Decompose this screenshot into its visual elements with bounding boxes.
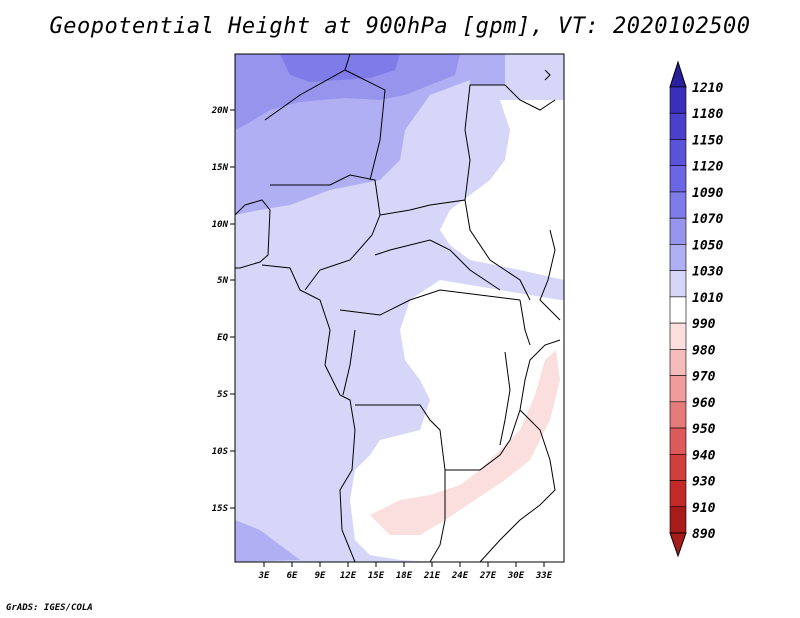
colorbar-box (669, 139, 687, 167)
lat-label: 10N (212, 220, 229, 230)
lat-label: 5S (217, 390, 228, 400)
colorbar-label: 950 (692, 422, 716, 437)
lat-label: 5N (217, 276, 228, 286)
colorbar-box (669, 375, 687, 403)
lon-label: 12E (340, 571, 357, 581)
field-1030-sw (235, 520, 300, 562)
country-borders (235, 54, 561, 562)
colorbar: 1210 1180 1150 1120 1090 1070 1050 1030 1010 990 9… (669, 60, 723, 558)
colorbar-box (669, 401, 687, 429)
height-field (235, 54, 564, 562)
lat-label: 15N (212, 163, 229, 173)
colorbar-box (669, 296, 687, 324)
colorbar-labels: 1210 1180 1150 1120 1090 1070 1050 1030 1010 990 9… (692, 81, 723, 542)
lon-label: 21E (423, 571, 441, 581)
lat-axis: 20N 15N 10N 5N EQ 5S 10S 15S (211, 106, 235, 514)
colorbar-box (669, 165, 687, 193)
colorbar-label: 970 (692, 370, 716, 385)
colorbar-label: 1030 (692, 265, 723, 280)
colorbar-box (669, 86, 687, 114)
lat-label: 10S (212, 447, 229, 457)
colorbar-box (669, 322, 687, 350)
colorbar-label: 990 (692, 317, 716, 332)
colorbar-box (669, 453, 687, 481)
colorbar-top-arrow (669, 60, 687, 88)
colorbar-label: 960 (692, 396, 716, 411)
lon-label: 24E (451, 571, 469, 581)
map-frame (234, 53, 565, 563)
colorbar-label: 1150 (692, 133, 723, 148)
colorbar-label: 930 (692, 475, 716, 490)
colorbar-label: 940 (692, 448, 716, 463)
lon-axis: 3E 6E 9E 12E 15E 18E 21E 24E 27E 30E 33E (258, 562, 553, 581)
colorbar-bottom-arrow (669, 532, 687, 558)
colorbar-box (669, 112, 687, 140)
map-title: Geopotential Height at 900hPa [gpm], VT:… (49, 14, 751, 39)
colorbar-box (669, 427, 687, 455)
field-990-interior (350, 280, 564, 562)
colorbar-label: 1180 (692, 107, 723, 122)
lon-label: 15E (368, 571, 385, 581)
lat-label: 20N (211, 106, 229, 116)
colorbar-label: 890 (692, 527, 716, 542)
colorbar-box (669, 506, 687, 534)
colorbar-label: 1210 (692, 81, 723, 96)
colorbar-box (669, 349, 687, 376)
lon-label: 9E (315, 571, 326, 581)
lon-label: 18E (396, 571, 413, 581)
lon-label: 6E (287, 571, 298, 581)
grads-credit: GrADS: IGES/COLA (6, 603, 93, 613)
field-1070-north (280, 54, 400, 82)
colorbar-label: 910 (692, 501, 716, 516)
field-990-northeast (440, 100, 564, 280)
colorbar-box (669, 480, 687, 508)
colorbar-label: 1120 (692, 160, 723, 175)
colorbar-box (669, 191, 687, 219)
lat-label: 15S (212, 504, 229, 514)
lon-label: 33E (535, 571, 553, 581)
colorbar-box (669, 270, 687, 298)
field-980-rift (370, 350, 560, 535)
colorbar-boxes (669, 60, 687, 558)
colorbar-box (669, 244, 687, 271)
lon-label: 3E (258, 571, 270, 581)
colorbar-label: 1090 (692, 186, 723, 201)
colorbar-box (669, 217, 687, 245)
colorbar-label: 1050 (692, 238, 723, 253)
lon-label: 30E (507, 571, 525, 581)
lat-label: EQ (217, 333, 228, 343)
field-1030-ne (470, 54, 505, 85)
colorbar-label: 980 (692, 343, 716, 358)
lon-label: 27E (479, 571, 497, 581)
colorbar-label: 1070 (692, 212, 723, 227)
colorbar-label: 1010 (692, 291, 723, 306)
